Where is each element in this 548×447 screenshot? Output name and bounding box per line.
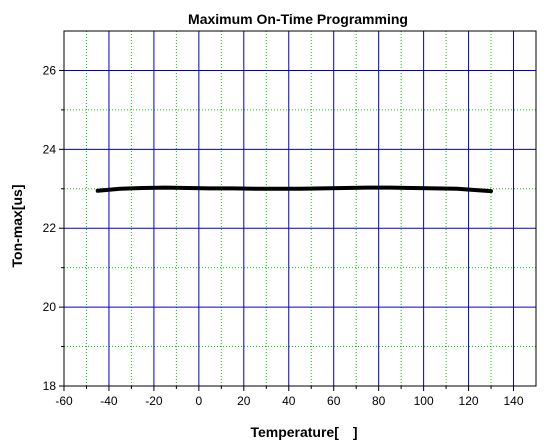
x-tick-label: 140 <box>504 394 524 408</box>
series-line <box>95 185 493 194</box>
y-tick-label: 26 <box>43 63 57 77</box>
x-tick-label: -20 <box>145 394 163 408</box>
x-tick-label: -40 <box>100 394 118 408</box>
x-tick-label: -60 <box>55 394 73 408</box>
x-axis-label: Temperature[ ] <box>250 424 357 440</box>
x-tick-label: 80 <box>372 394 386 408</box>
major-grid <box>64 31 536 386</box>
x-tick-label: 100 <box>414 394 434 408</box>
axis-ticks <box>59 69 515 391</box>
chart-title: Maximum On-Time Programming <box>188 11 408 27</box>
x-tick-label: 0 <box>196 394 203 408</box>
y-tick-label: 20 <box>43 300 57 314</box>
y-tick-label: 24 <box>43 142 57 156</box>
x-tick-label: 40 <box>282 394 296 408</box>
x-tick-label: 20 <box>237 394 251 408</box>
y-tick-label: 18 <box>43 379 57 393</box>
x-tick-labels: -60 -40 -20 0 20 40 60 80 100 120 140 <box>55 394 524 408</box>
x-tick-label: 120 <box>459 394 479 408</box>
y-axis-label: Ton-max[us] <box>9 185 25 268</box>
x-tick-label: 60 <box>327 394 341 408</box>
plot-frame <box>63 30 537 387</box>
y-tick-label: 22 <box>43 221 57 235</box>
y-tick-labels: 18 20 22 24 26 <box>43 63 57 393</box>
plot-lines <box>95 185 493 194</box>
